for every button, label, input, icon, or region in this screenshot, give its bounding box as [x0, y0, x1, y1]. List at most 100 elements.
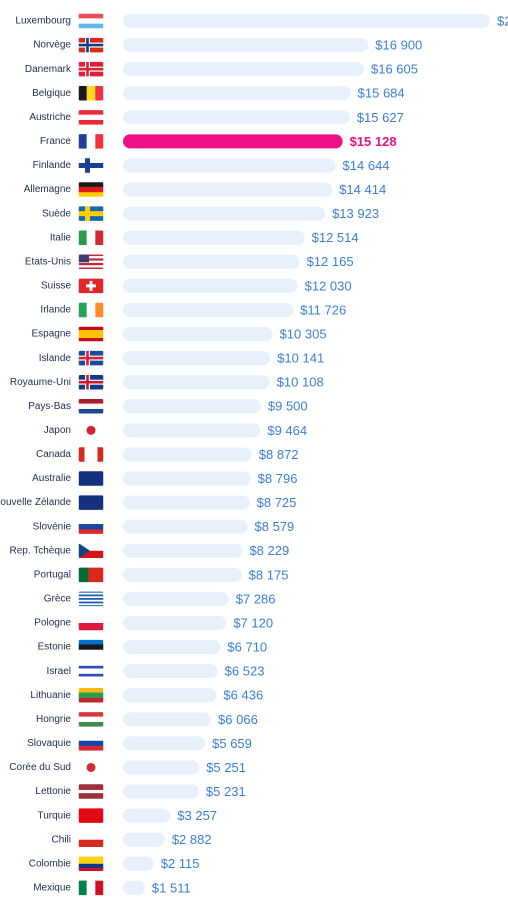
value-label: $6 436 [223, 688, 263, 703]
flag [77, 662, 105, 680]
category-label: Canada [36, 449, 71, 460]
flag-border [77, 228, 105, 247]
flag [77, 566, 105, 584]
flag-part [88, 566, 94, 583]
bar [123, 254, 300, 269]
flag-part [78, 542, 104, 551]
value-label: $6 710 [227, 640, 267, 655]
flag-part [78, 601, 104, 604]
value-label: $7 120 [233, 615, 273, 630]
flag-part [78, 326, 104, 331]
flag [77, 879, 105, 897]
bar [123, 616, 227, 630]
flag-border [77, 277, 105, 295]
flag-border [77, 60, 105, 78]
flag-border [77, 132, 105, 151]
flag-part [78, 181, 104, 188]
bar [123, 784, 199, 799]
flag-border [77, 638, 105, 656]
flag-part [78, 746, 104, 752]
bar [123, 712, 212, 727]
bar [123, 158, 336, 173]
value-label: $5 231 [206, 784, 246, 799]
flag-part [78, 380, 104, 384]
category-label: Slovénie [33, 521, 72, 532]
flag [77, 397, 105, 416]
flag-part [78, 356, 104, 360]
bar [123, 880, 145, 895]
flag [77, 686, 105, 704]
category-label: Pologne [34, 618, 71, 629]
flag-part [78, 711, 104, 717]
flag-border [77, 397, 105, 416]
bar [123, 375, 270, 390]
flag-part [78, 566, 84, 583]
flag-part [78, 334, 104, 339]
category-label: Finlande [33, 160, 72, 171]
value-label: $15 128 [350, 134, 397, 149]
category-label: Royaume-Uni [10, 377, 71, 388]
flag-border [77, 469, 105, 488]
category-label: Mexique [33, 883, 71, 894]
bar [123, 832, 165, 847]
flag-part [78, 697, 104, 704]
category-label: Chili [52, 834, 71, 845]
category-label: Israel [47, 666, 71, 677]
flag-part [78, 671, 104, 675]
category-label: Estonie [38, 642, 72, 653]
flag-part [78, 256, 104, 259]
flag [77, 830, 105, 849]
flag-part [78, 529, 104, 535]
value-label: $8 872 [259, 447, 299, 462]
flag-part [78, 793, 104, 797]
flag [77, 806, 105, 825]
category-label: Suède [42, 208, 71, 219]
flag-part [78, 18, 104, 24]
flag-part [78, 258, 104, 261]
flag-part [78, 673, 104, 677]
flag-border [77, 349, 105, 367]
value-label: $13 923 [332, 206, 379, 221]
flag [77, 542, 105, 560]
flag-part [78, 590, 104, 593]
bar [123, 640, 221, 655]
flag-part [78, 85, 87, 102]
flag-part [91, 446, 98, 463]
flag-part [78, 403, 104, 410]
flag-border [77, 253, 105, 271]
flag-part [78, 783, 104, 788]
flag-part [78, 687, 104, 693]
flag-part [78, 598, 104, 601]
flag-part [78, 855, 104, 861]
bar [123, 471, 251, 486]
flag-part [78, 796, 104, 800]
bar [123, 230, 305, 245]
value-label: $16 900 [375, 38, 422, 53]
flag-border [77, 590, 105, 608]
flag-part [78, 615, 104, 624]
flag [77, 277, 105, 295]
flag-part [78, 839, 104, 849]
category-label: Allemagne [24, 184, 72, 195]
flag [77, 156, 105, 175]
category-label: Grèce [44, 594, 72, 605]
category-label: Irlande [40, 305, 71, 316]
flag-part [78, 192, 104, 198]
flag-part [84, 446, 92, 463]
flag-part [95, 301, 105, 318]
flag-part [86, 284, 96, 288]
value-label: $25 285 [497, 13, 508, 28]
value-label: $2 115 [161, 856, 200, 871]
flag-part [78, 644, 104, 651]
category-label: Slovaquie [27, 738, 71, 749]
flag [77, 36, 105, 54]
value-label: $11 726 [300, 302, 346, 317]
flag-border [77, 614, 105, 632]
value-label: $12 165 [307, 254, 354, 269]
value-label: $12 030 [305, 278, 352, 293]
flag-part [78, 109, 104, 115]
flag-part [86, 879, 96, 896]
flag-part [78, 692, 104, 699]
bar [123, 567, 242, 582]
bar [123, 278, 298, 293]
